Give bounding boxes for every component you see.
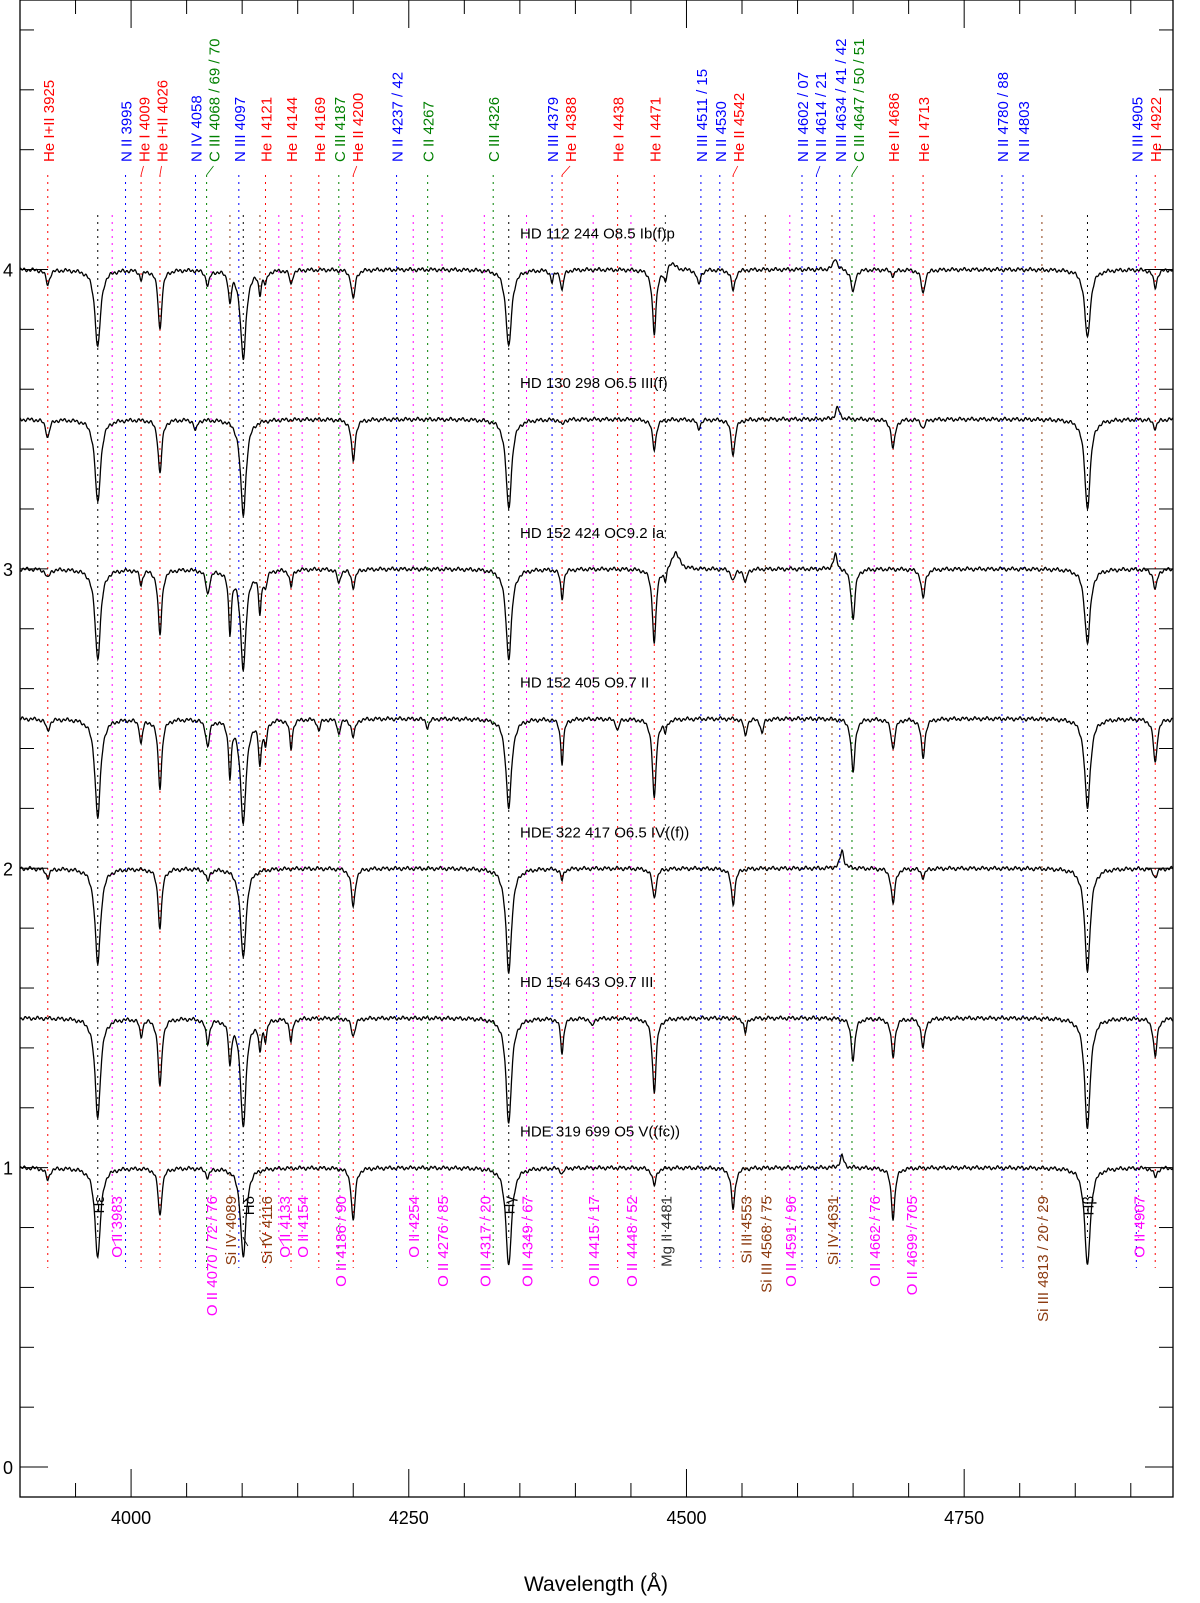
top-line-label: N IV 4058 bbox=[189, 95, 206, 162]
top-line-label: N II 4602 / 07 bbox=[795, 72, 812, 162]
top-line-label: He I 4438 bbox=[611, 97, 628, 162]
spectrum-line bbox=[19, 405, 1174, 517]
x-tick-label: 4000 bbox=[111, 1508, 151, 1528]
top-line-label: N II 4530 bbox=[713, 101, 730, 162]
bottom-line-label: O II 4186 / 90 bbox=[333, 1196, 350, 1287]
top-line-label: C II 4267 bbox=[421, 101, 438, 162]
top-line-label: C III 4187 bbox=[332, 97, 349, 162]
top-line-label: C III 4326 bbox=[486, 97, 503, 162]
x-tick-label: 4500 bbox=[666, 1508, 706, 1528]
top-line-label: He II 4200 bbox=[350, 93, 367, 162]
top-line-label: C III 4068 / 69 / 70 bbox=[207, 39, 224, 162]
star-label: HD 130 298 O6.5 III(f) bbox=[520, 375, 668, 392]
top-line-label: He I 4388 bbox=[563, 97, 580, 162]
star-label: HD 152 405 O9.7 II bbox=[520, 675, 649, 692]
y-tick-label: 2 bbox=[3, 859, 13, 879]
label-leader bbox=[140, 165, 144, 176]
bottom-line-label: Hε bbox=[91, 1196, 108, 1214]
top-line-label: N II 4780 / 88 bbox=[995, 72, 1012, 162]
line-markers bbox=[47, 165, 1156, 1268]
bottom-line-label: O II 4154 bbox=[295, 1196, 312, 1258]
bottom-line-label: Si IV 4631 bbox=[825, 1196, 842, 1265]
top-line-label: N III 4097 bbox=[232, 97, 249, 162]
star-label: HDE 322 417 O6.5 IV((f)) bbox=[520, 824, 689, 841]
spectrum-line bbox=[19, 1152, 1174, 1266]
x-axis-label: Wavelength (Å) bbox=[524, 1573, 668, 1596]
y-tick-label: 1 bbox=[3, 1159, 13, 1179]
label-leader bbox=[159, 165, 162, 176]
top-line-label: C III 4647 / 50 / 51 bbox=[851, 39, 868, 162]
spectrum-line bbox=[19, 848, 1174, 974]
label-leader bbox=[851, 165, 859, 176]
label-leader bbox=[242, 1237, 249, 1247]
bottom-line-label: O II 4276 / 85 bbox=[435, 1196, 452, 1287]
star-label: HD 112 244 O8.5 Ib(f)p bbox=[520, 226, 675, 243]
top-line-label: N III 4905 bbox=[1129, 97, 1146, 162]
top-line-label: He I 4922 bbox=[1148, 97, 1165, 162]
top-line-label: N III 4511 / 15 bbox=[694, 69, 711, 162]
spectra bbox=[19, 259, 1174, 1266]
top-line-label: He I 4169 bbox=[312, 97, 329, 162]
bottom-line-label: O II 4070 / 72 / 76 bbox=[204, 1196, 221, 1316]
label-leader bbox=[352, 165, 358, 176]
top-line-label: He I+II 3925 bbox=[41, 80, 58, 162]
bottom-line-label: O II 4317 / 20 bbox=[477, 1196, 494, 1287]
bottom-line-label: O II 4415 / 17 bbox=[586, 1196, 603, 1287]
y-tick-label: 3 bbox=[3, 560, 13, 580]
star-label: HD 152 424 OC9.2 Ia bbox=[520, 525, 665, 542]
top-line-label: N II 4803 bbox=[1016, 101, 1033, 162]
top-line-label: He I 4713 bbox=[916, 97, 933, 162]
bottom-line-label: Si III 4813 / 20 / 29 bbox=[1035, 1196, 1052, 1322]
axes: 4000 4250 4500 4750 0 1 2 3 4 bbox=[3, 0, 1174, 1528]
bottom-line-label: O II 4699 / 705 bbox=[904, 1196, 921, 1295]
label-leader bbox=[206, 165, 214, 176]
bottom-line-label: Hβ bbox=[1080, 1196, 1097, 1216]
top-line-label: N II 3995 bbox=[119, 101, 136, 162]
bottom-line-label: Hδ bbox=[241, 1196, 258, 1215]
bottom-line-label: Si III 4568 / 75 bbox=[758, 1196, 775, 1293]
top-line-label: He I 4144 bbox=[284, 97, 301, 162]
y-tick-label: 0 bbox=[3, 1458, 13, 1478]
spectrum-line bbox=[19, 550, 1174, 671]
label-leader bbox=[732, 165, 739, 176]
x-tick-label: 4750 bbox=[944, 1508, 984, 1528]
label-leader bbox=[259, 1237, 267, 1247]
label-leader bbox=[561, 165, 571, 176]
x-tick-label: 4250 bbox=[389, 1508, 429, 1528]
top-line-label: He II 4686 bbox=[886, 93, 903, 162]
top-line-label: He II 4542 bbox=[731, 93, 748, 162]
bottom-line-label: Hγ bbox=[502, 1196, 519, 1215]
bottom-line-label: O II 4662 / 76 bbox=[867, 1196, 884, 1287]
bottom-line-label: Si IV 4116 bbox=[259, 1196, 276, 1264]
spectrum-line bbox=[19, 1015, 1174, 1130]
label-leader bbox=[111, 1237, 117, 1247]
bottom-line-label: O II 4907 bbox=[1132, 1196, 1149, 1258]
label-leader bbox=[816, 165, 821, 176]
bottom-line-label: O II 4133 bbox=[277, 1196, 294, 1258]
top-line-label: N III 4634 / 41 / 42 bbox=[833, 39, 850, 162]
top-line-label: He I+II 4026 bbox=[155, 80, 172, 162]
top-line-label: N II 4614 / 21 bbox=[813, 72, 830, 162]
spectrum-line bbox=[19, 259, 1174, 361]
spectrum-line bbox=[19, 715, 1174, 825]
label-leader bbox=[278, 1237, 285, 1247]
bottom-line-label: O II 4349 / 67 bbox=[520, 1196, 537, 1287]
top-line-label: He I 4471 bbox=[647, 97, 664, 162]
top-line-label: N III 4379 bbox=[545, 97, 562, 162]
bottom-line-label: Si III 4553 bbox=[738, 1196, 755, 1264]
star-label: HDE 319 699 O5 V((fc)) bbox=[520, 1124, 680, 1141]
bottom-line-label: O II 3983 bbox=[109, 1196, 126, 1258]
bottom-line-label: O II 4591 / 96 bbox=[783, 1196, 800, 1287]
star-label: HD 154 643 O9.7 III bbox=[520, 974, 653, 991]
bottom-line-label: Si IV 4089 bbox=[223, 1196, 240, 1265]
top-line-label: N II 4237 / 42 bbox=[390, 72, 407, 162]
y-tick-label: 4 bbox=[3, 260, 13, 280]
bottom-line-label: Mg II 4481 bbox=[658, 1196, 675, 1267]
top-line-label: He I 4009 bbox=[137, 97, 154, 162]
bottom-line-label: O II 4448 / 52 bbox=[624, 1196, 641, 1287]
bottom-line-label: O II 4254 bbox=[406, 1196, 423, 1258]
top-line-label: He I 4121 bbox=[258, 97, 275, 162]
line-labels: He I+II 3925 N II 3995 He I 4009 He I+II 40… bbox=[41, 39, 1165, 1322]
